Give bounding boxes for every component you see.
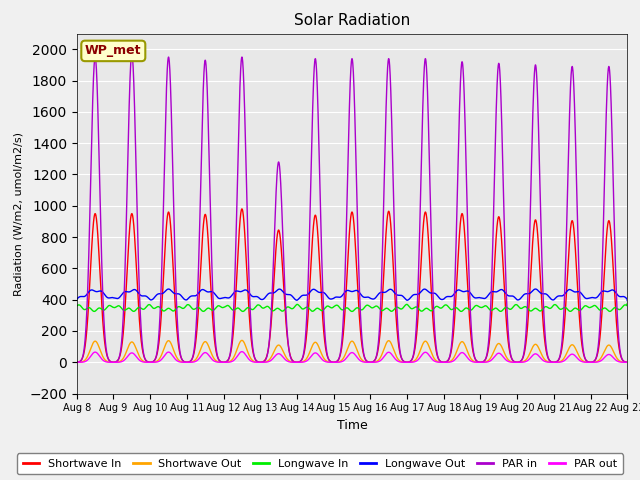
Legend: Shortwave In, Shortwave Out, Longwave In, Longwave Out, PAR in, PAR out: Shortwave In, Shortwave Out, Longwave In…: [17, 453, 623, 474]
Text: WP_met: WP_met: [85, 44, 141, 58]
X-axis label: Time: Time: [337, 419, 367, 432]
Title: Solar Radiation: Solar Radiation: [294, 13, 410, 28]
Y-axis label: Radiation (W/m2, umol/m2/s): Radiation (W/m2, umol/m2/s): [13, 132, 24, 296]
